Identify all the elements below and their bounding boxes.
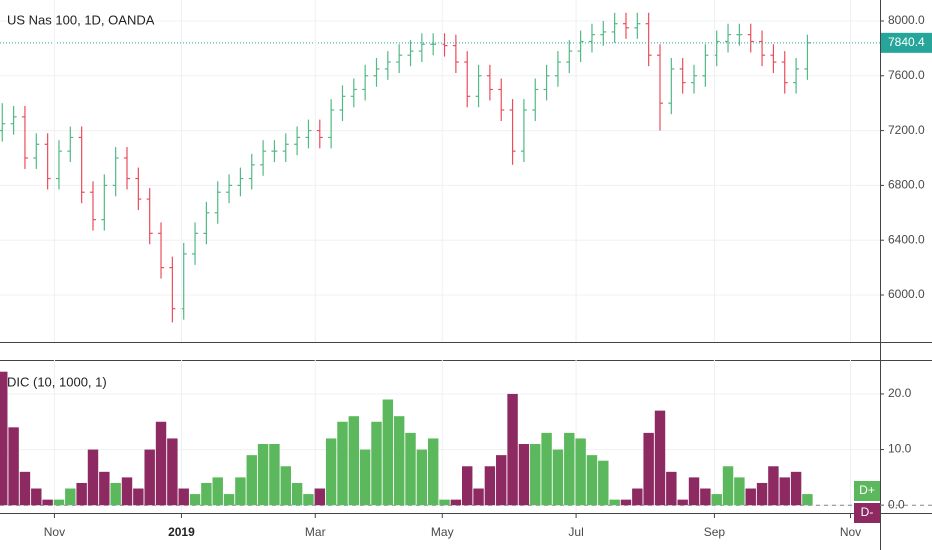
histogram-bar xyxy=(552,449,564,506)
histogram-bar xyxy=(144,449,155,506)
histogram-bar xyxy=(405,432,416,506)
y-tick-label: 20.0 xyxy=(888,386,912,400)
legend-box xyxy=(854,503,880,523)
histogram-bar xyxy=(609,499,620,506)
y-tick-label: 6000.0 xyxy=(888,287,925,301)
y-tick-label: 10.0 xyxy=(888,442,912,456)
histogram-bar xyxy=(359,449,371,506)
histogram-bar xyxy=(393,416,405,506)
marks xyxy=(0,0,932,518)
histogram-bar xyxy=(337,421,348,506)
histogram-bar xyxy=(257,444,269,506)
histogram-bar xyxy=(632,488,643,506)
last-price-box xyxy=(881,32,932,53)
histogram-bar xyxy=(223,494,235,506)
histogram-bar xyxy=(155,421,167,506)
histogram-bar xyxy=(53,499,65,506)
last-price-label: 7840.4 xyxy=(888,35,925,49)
histogram-bar xyxy=(121,477,133,506)
histogram-bar xyxy=(76,482,87,506)
histogram-bar xyxy=(756,482,768,506)
legend-label: D- xyxy=(861,505,874,519)
y-tick-label: 8000.0 xyxy=(888,13,925,27)
histogram-bar xyxy=(427,438,439,506)
histogram-bar xyxy=(416,449,428,506)
histogram-bar xyxy=(325,438,337,506)
histogram-bar xyxy=(439,499,450,506)
histogram-bar xyxy=(598,460,609,506)
y-tick-label: 7600.0 xyxy=(888,68,925,82)
x-tick-label: May xyxy=(431,525,454,539)
x-tick-label: Nov xyxy=(44,525,65,539)
legend-box xyxy=(854,481,880,501)
x-tick-label: Nov xyxy=(840,525,861,539)
histogram-bar xyxy=(19,471,31,506)
histogram-bar xyxy=(212,477,223,506)
histogram-bar xyxy=(484,466,496,506)
chart-title: US Nas 100, 1D, OANDA xyxy=(7,12,155,27)
histogram-bar xyxy=(530,444,541,506)
histogram-bar xyxy=(473,488,484,506)
histogram-bar xyxy=(178,488,189,506)
histogram-bar xyxy=(189,494,201,506)
histogram-bar xyxy=(802,494,813,506)
histogram-bar xyxy=(246,455,257,506)
histogram-bar xyxy=(620,499,632,506)
histogram-bar xyxy=(666,471,677,506)
histogram-bar xyxy=(87,449,99,506)
histogram-bar xyxy=(564,432,575,506)
histogram-bar xyxy=(541,432,552,506)
histogram-bar xyxy=(314,488,326,506)
histogram-bar xyxy=(235,477,246,506)
x-tick-label: Mar xyxy=(305,525,326,539)
histogram-bar xyxy=(133,488,144,506)
histogram-bar xyxy=(507,393,518,506)
histogram-bar xyxy=(99,471,110,506)
y-tick-label: 6400.0 xyxy=(888,232,925,246)
histogram-bar xyxy=(280,466,291,506)
histogram-bar xyxy=(688,477,700,506)
histogram-bar xyxy=(768,466,779,506)
histogram-bar xyxy=(167,438,178,506)
histogram-bar xyxy=(31,488,42,506)
histogram-bar xyxy=(790,471,802,506)
histogram-bar xyxy=(518,444,530,506)
histogram-bar xyxy=(303,494,314,506)
histogram-bar xyxy=(450,499,462,506)
histogram-bar xyxy=(269,444,280,506)
y-tick-label: 0.0 xyxy=(888,497,905,511)
x-tick-label: 2019 xyxy=(168,525,195,539)
legend-label: D+ xyxy=(859,483,875,497)
histogram-bar xyxy=(711,494,722,506)
histogram-bar xyxy=(65,488,76,506)
histogram-bar xyxy=(382,399,394,506)
histogram-bar xyxy=(575,438,586,506)
histogram-bar xyxy=(654,410,666,506)
histogram-bar xyxy=(8,427,19,506)
histogram-bar xyxy=(201,482,212,506)
histogram-bar xyxy=(722,466,734,506)
histogram-bar xyxy=(643,432,654,506)
x-tick-label: Sep xyxy=(704,525,726,539)
histogram-bar xyxy=(42,499,53,506)
histogram-bar xyxy=(700,488,711,506)
histogram-bar xyxy=(348,416,360,506)
histogram-bar xyxy=(462,466,473,506)
y-tick-label: 7200.0 xyxy=(888,123,925,137)
histogram-bar xyxy=(0,371,8,506)
histogram-bar xyxy=(779,477,790,506)
histogram-bar xyxy=(371,421,382,506)
indicator-title: DIC (10, 1000, 1) xyxy=(7,374,107,389)
histogram-bar xyxy=(496,455,507,506)
histogram-bar xyxy=(586,455,598,506)
histogram-bar xyxy=(677,499,688,506)
y-tick-label: 6800.0 xyxy=(888,178,925,192)
x-tick-label: Jul xyxy=(568,525,583,539)
histogram-bar xyxy=(745,488,756,506)
histogram-bar xyxy=(291,482,303,506)
histogram-bar xyxy=(734,477,745,506)
histogram-bar xyxy=(110,482,121,506)
